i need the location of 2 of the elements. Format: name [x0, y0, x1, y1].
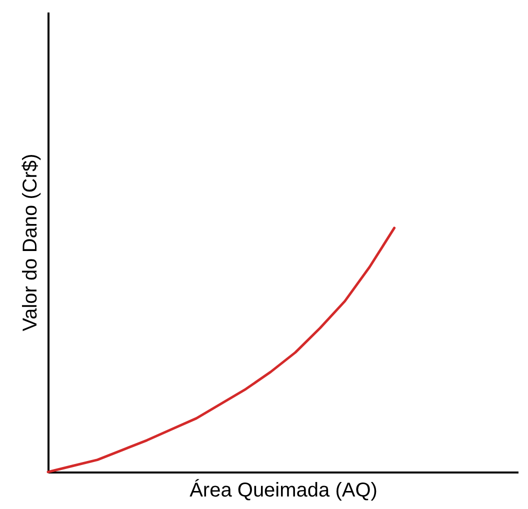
y-axis-title: Valor do Dano (Cr$) [20, 154, 42, 332]
x-axis-title: Área Queimada (AQ) [190, 478, 378, 502]
